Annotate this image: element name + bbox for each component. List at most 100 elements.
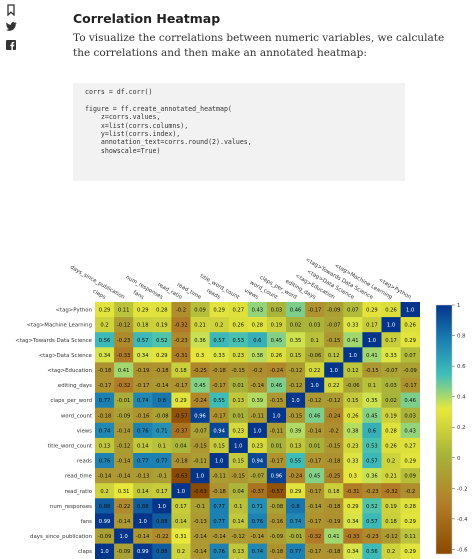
- cell-annotation: 0.29: [366, 308, 378, 314]
- heatmap-cell: [228, 422, 249, 439]
- heatmap-cell: [324, 362, 344, 378]
- cell-annotation: 0.77: [99, 398, 111, 404]
- cell-annotation: 0.04: [175, 443, 187, 449]
- heatmap-cell: [305, 513, 325, 529]
- cell-annotation: -0.24: [270, 368, 284, 374]
- heatmap-cell: [95, 468, 115, 484]
- cell-annotation: -0.09: [403, 368, 416, 374]
- heatmap-cell: [266, 528, 287, 544]
- heatmap-cell: [171, 332, 191, 348]
- heatmap-cell: [209, 332, 229, 348]
- heatmap-cell: [171, 347, 191, 363]
- heatmap-cell: [209, 347, 229, 363]
- cell-annotation: 0.17: [385, 338, 397, 344]
- cell-annotation: 0.27: [404, 443, 416, 449]
- heatmap-cell: [362, 528, 382, 544]
- heatmap-cell: [400, 468, 420, 484]
- heatmap-cell: [114, 332, 134, 348]
- cell-annotation: 0.11: [118, 308, 130, 314]
- twitter-icon[interactable]: [4, 22, 18, 31]
- cell-annotation: 0.28: [156, 308, 168, 314]
- heatmap-cell: [228, 377, 249, 393]
- heatmap-cell: [133, 437, 153, 454]
- cell-annotation: -0.09: [117, 549, 130, 555]
- cell-annotation: 0.3: [349, 474, 357, 480]
- heatmap-cell: [400, 332, 420, 348]
- cell-annotation: -0.14: [117, 428, 131, 434]
- heatmap-cell: [114, 468, 134, 484]
- heatmap-cell: [209, 528, 229, 544]
- facebook-icon[interactable]: [4, 40, 18, 50]
- cell-annotation: 0.19: [385, 413, 397, 419]
- heatmap-cell: [400, 302, 420, 318]
- cell-annotation: 0.28: [404, 504, 416, 510]
- heatmap-cell: [324, 407, 344, 424]
- cell-annotation: 0.76: [99, 459, 111, 465]
- heatmap-cell: [247, 377, 268, 393]
- heatmap-cell: [152, 483, 172, 499]
- cell-annotation: 0.07: [404, 353, 416, 359]
- heatmap-cell: [286, 392, 306, 408]
- heatmap-cell: [152, 543, 172, 559]
- heatmap-cell: [133, 498, 153, 514]
- cell-annotation: -0.14: [155, 383, 169, 389]
- y-tick-label: days_since_publication: [30, 534, 92, 540]
- heatmap-cell: [324, 392, 344, 408]
- cell-annotation: 0.18: [385, 519, 397, 525]
- heatmap-cell: [228, 468, 249, 484]
- heatmap-cell: [133, 543, 153, 559]
- cell-annotation: -0.63: [193, 489, 206, 495]
- heatmap-cell: [343, 483, 363, 499]
- cell-annotation: 0.26: [347, 413, 359, 419]
- cell-annotation: 1.0: [158, 504, 166, 510]
- heatmap-cell: [152, 453, 172, 469]
- heatmap-cell: [95, 302, 115, 318]
- heatmap-cell: [152, 332, 172, 348]
- intro-paragraph: To visualize the correlations between nu…: [73, 32, 445, 59]
- cell-annotation: 0.14: [137, 443, 149, 449]
- cell-annotation: 0.26: [385, 443, 397, 449]
- cell-annotation: -0.14: [212, 534, 226, 540]
- cell-annotation: -0.08: [270, 504, 283, 510]
- cell-annotation: 0.1: [311, 338, 319, 344]
- heatmap-cell: [324, 513, 344, 529]
- cell-annotation: 0.34: [347, 549, 359, 555]
- cell-annotation: -0.09: [117, 413, 130, 419]
- heatmap-cell: [247, 332, 268, 348]
- colorbar-tick-label: 0.6: [457, 364, 466, 370]
- heatmap-cell: [266, 468, 287, 484]
- heatmap-cell: [95, 543, 115, 559]
- cell-annotation: 0.33: [213, 353, 225, 359]
- cell-annotation: 0.18: [175, 368, 187, 374]
- cell-annotation: 1.0: [253, 428, 261, 434]
- cell-annotation: 0.88: [99, 504, 111, 510]
- cell-annotation: 0.29: [213, 308, 225, 314]
- heatmap-cell: [95, 317, 115, 333]
- cell-annotation: 0.12: [347, 368, 359, 374]
- cell-annotation: 0.29: [175, 398, 187, 404]
- heatmap-cell: [190, 332, 210, 348]
- heatmap-cell: [343, 302, 363, 318]
- cell-annotation: -0.33: [346, 534, 359, 540]
- heatmap-cell: [247, 362, 268, 378]
- bookmark-icon[interactable]: [4, 4, 18, 16]
- cell-annotation: -0.14: [193, 549, 207, 555]
- cell-annotation: 0.55: [213, 398, 225, 404]
- code-block: corrs = df.corr() figure = ff.create_ann…: [73, 83, 405, 181]
- heatmap-cell: [133, 392, 153, 408]
- heatmap-cell: [209, 498, 229, 514]
- y-tick-label: views: [77, 428, 92, 434]
- heatmap-cell: [286, 347, 306, 363]
- heatmap-cell: [400, 392, 420, 408]
- cell-annotation: 0.43: [252, 308, 264, 314]
- heatmap-cell: [171, 392, 191, 408]
- heatmap-cell: [95, 332, 115, 348]
- cell-annotation: -0.18: [327, 504, 340, 510]
- cell-annotation: 0.23: [347, 443, 359, 449]
- heatmap-cell: [95, 528, 115, 544]
- cell-annotation: -0.06: [346, 383, 359, 389]
- heatmap-cell: [247, 422, 268, 439]
- cell-annotation: 0.03: [271, 308, 283, 314]
- cell-annotation: -0.23: [174, 338, 187, 344]
- y-tick-label: <tag>Education: [47, 368, 92, 374]
